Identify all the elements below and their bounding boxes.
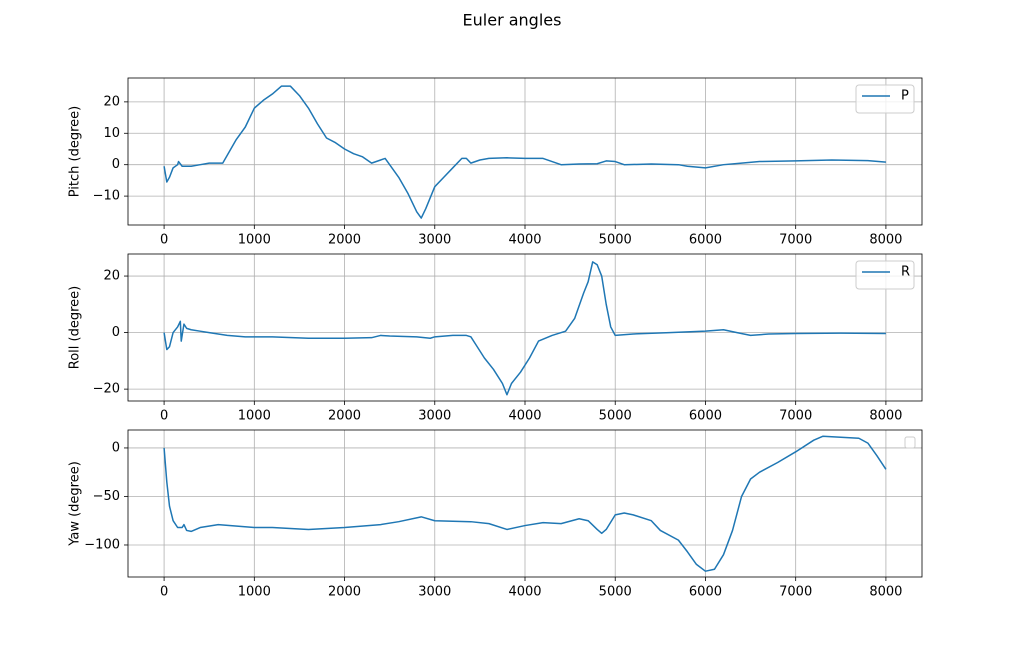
x-tick-label: 2000 bbox=[328, 409, 361, 424]
data-line bbox=[163, 261, 886, 396]
y-tick-label: −20 bbox=[93, 382, 120, 397]
x-tick-label: 0 bbox=[160, 233, 168, 248]
legend-box bbox=[904, 436, 916, 449]
x-tick-label: 6000 bbox=[689, 409, 722, 424]
x-tick-label: 1000 bbox=[238, 233, 271, 248]
x-tick-label: 8000 bbox=[869, 233, 902, 248]
x-tick-label: 7000 bbox=[779, 409, 812, 424]
x-tick-label: 5000 bbox=[599, 585, 632, 600]
x-tick-label: 5000 bbox=[599, 233, 632, 248]
x-tick-label: 1000 bbox=[238, 585, 271, 600]
y-axis-label: Roll (degree) bbox=[68, 286, 83, 369]
x-tick-label: 0 bbox=[160, 409, 168, 424]
axes-frame bbox=[127, 253, 923, 402]
legend-box bbox=[855, 84, 915, 114]
y-tick-label: −50 bbox=[93, 489, 120, 504]
x-tick-label: 6000 bbox=[689, 585, 722, 600]
figure-title: Euler angles bbox=[463, 11, 562, 30]
x-tick-label: 3000 bbox=[418, 409, 451, 424]
axes-frame bbox=[127, 429, 923, 578]
subplot: 0 1000 2000 3000 4000 5000 6000 7000 8000 −10 0 10 2… bbox=[68, 77, 923, 248]
y-tick-label: 20 bbox=[103, 269, 120, 284]
x-tick-label: 2000 bbox=[328, 233, 361, 248]
subplot: 0 1000 2000 3000 4000 5000 6000 7000 8000 −100 −50… bbox=[68, 429, 923, 600]
x-tick-label: 6000 bbox=[689, 233, 722, 248]
y-tick-label: −100 bbox=[84, 537, 120, 552]
x-tick-label: 5000 bbox=[599, 409, 632, 424]
x-tick-label: 8000 bbox=[869, 585, 902, 600]
x-tick-label: 1000 bbox=[238, 409, 271, 424]
legend-label: R bbox=[901, 265, 910, 280]
y-axis-label: Yaw (degree) bbox=[68, 461, 83, 547]
x-tick-label: 0 bbox=[160, 585, 168, 600]
legend-box bbox=[855, 260, 915, 290]
data-line bbox=[163, 85, 886, 219]
x-tick-label: 3000 bbox=[418, 233, 451, 248]
x-tick-label: 4000 bbox=[508, 233, 541, 248]
x-tick-label: 4000 bbox=[508, 409, 541, 424]
axes-frame bbox=[127, 77, 923, 226]
y-tick-label: −10 bbox=[93, 189, 120, 204]
x-tick-label: 8000 bbox=[869, 409, 902, 424]
y-tick-label: 10 bbox=[103, 126, 120, 141]
legend-label: P bbox=[901, 89, 909, 104]
x-tick-label: 3000 bbox=[418, 585, 451, 600]
y-axis-label: Pitch (degree) bbox=[68, 106, 83, 197]
subplot: 0 1000 2000 3000 4000 5000 6000 7000 8000 −20 0 20 R… bbox=[68, 253, 923, 424]
data-line bbox=[163, 435, 887, 572]
y-tick-label: 20 bbox=[103, 94, 120, 109]
y-tick-label: 0 bbox=[112, 157, 120, 172]
y-tick-label: 0 bbox=[112, 325, 120, 340]
x-tick-label: 7000 bbox=[779, 585, 812, 600]
y-tick-label: 0 bbox=[112, 440, 120, 455]
x-tick-label: 2000 bbox=[328, 585, 361, 600]
x-tick-label: 7000 bbox=[779, 233, 812, 248]
x-tick-label: 4000 bbox=[508, 585, 541, 600]
